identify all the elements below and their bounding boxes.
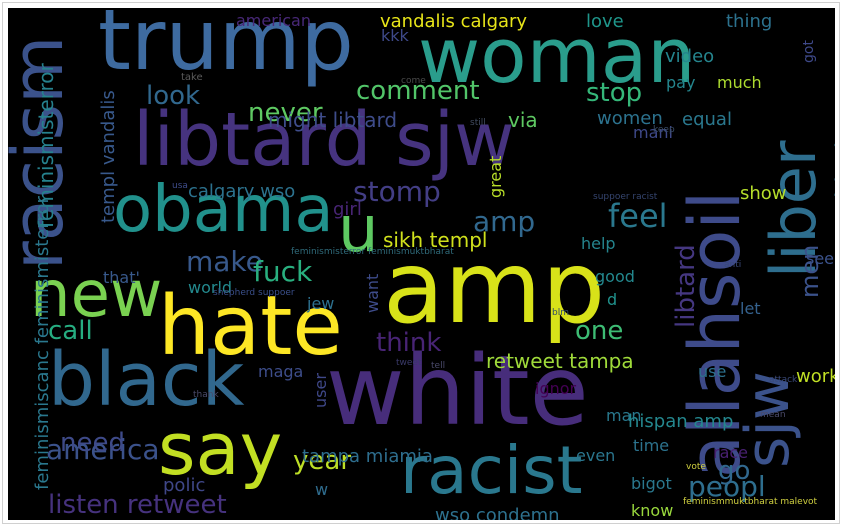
cloud-word: say — [158, 407, 283, 491]
cloud-word: still — [470, 118, 486, 128]
cloud-word: attack — [769, 375, 798, 385]
cloud-word: calgary wso — [188, 181, 296, 202]
cloud-word: vote — [686, 462, 706, 472]
cloud-word: time — [633, 436, 670, 455]
cloud-word: race — [713, 443, 749, 462]
cloud-word: amp — [383, 229, 606, 346]
cloud-word: tweet — [396, 358, 422, 368]
cloud-word: might libtard — [268, 108, 398, 132]
cloud-word: listen retweet — [48, 490, 227, 520]
cloud-word: kkk — [381, 26, 409, 45]
cloud-word: anti — [724, 260, 742, 270]
cloud-word: hispan amp — [628, 411, 734, 432]
cloud-word: make — [186, 245, 263, 278]
cloud-word: via — [508, 108, 538, 132]
cloud-word: stop — [586, 78, 643, 108]
cloud-word: take — [181, 72, 203, 83]
cloud-word: even — [576, 446, 616, 465]
cloud-word: thank — [193, 390, 219, 400]
cloud-word: amp — [473, 205, 536, 238]
cloud-word: usa — [172, 181, 188, 191]
cloud-word: show — [740, 183, 787, 204]
cloud-word: w — [315, 480, 329, 499]
cloud-word: libtard sjw — [133, 97, 515, 183]
cloud-word: video — [665, 46, 715, 67]
cloud-word: black — [48, 337, 245, 423]
cloud-word: feminismiscanc feminismisterror — [32, 196, 53, 490]
cloud-word: ignor — [535, 379, 577, 398]
cloud-word: wso condemn — [435, 505, 560, 521]
cloud-word: love — [586, 11, 624, 32]
cloud-word: obama — [113, 173, 334, 247]
word-cloud: trump woman libtard sjw racism allahsoil libe… — [8, 8, 835, 520]
cloud-word: know — [631, 501, 674, 520]
cloud-word: racist — [400, 432, 583, 509]
cloud-word: think — [376, 328, 442, 358]
cloud-word: pay — [666, 73, 696, 92]
cloud-word: one — [575, 316, 624, 346]
cloud-word: see — [806, 249, 835, 268]
cloud-word: comment — [356, 76, 480, 106]
cloud-word: jew — [307, 294, 335, 313]
cloud-word: stomp — [353, 175, 441, 208]
cloud-word: black amp — [831, 73, 835, 198]
cloud-word: d — [607, 290, 618, 309]
cloud-word: great — [486, 155, 505, 198]
cloud-word: tell — [431, 361, 446, 371]
cloud-word: blm — [552, 308, 569, 318]
cloud-word: girl — [333, 199, 362, 220]
cloud-word: fuck — [253, 255, 313, 288]
cloud-word: tampa miamia — [302, 446, 433, 467]
cloud-word: come — [401, 76, 426, 86]
cloud-word: want — [363, 273, 382, 313]
cloud-word: mani — [633, 123, 673, 142]
cloud-word: man — [606, 406, 642, 425]
cloud-word: sikh templ — [383, 228, 488, 252]
cloud-word: need — [60, 428, 125, 458]
cloud-word: much — [717, 73, 762, 92]
cloud-word: user — [311, 373, 330, 408]
cloud-word: let — [740, 299, 761, 318]
cloud-word: templ vandalis — [98, 90, 119, 223]
cloud-word: feel — [608, 197, 668, 235]
cloud-word: world — [188, 278, 233, 297]
cloud-word: feminismmuktbharat malevot — [683, 497, 818, 507]
cloud-word: help — [581, 234, 616, 253]
cloud-word: never — [248, 98, 323, 128]
cloud-word: white — [326, 335, 589, 447]
cloud-word: that' — [103, 268, 140, 287]
cloud-word: trump — [98, 8, 354, 89]
cloud-word: mean — [760, 410, 786, 420]
cloud-word: women — [597, 108, 663, 129]
cloud-word: u — [338, 193, 379, 267]
cloud-word: retweet tampa — [486, 349, 634, 373]
cloud-word: woman — [418, 11, 696, 100]
cloud-word: bigot — [631, 474, 672, 493]
cloud-word: peopl — [688, 470, 766, 503]
cloud-word: american — [236, 11, 311, 30]
cloud-word: call — [48, 316, 93, 346]
cloud-word: shepherd suppoer — [213, 288, 295, 298]
cloud-word: suppoer racist — [593, 192, 658, 202]
cloud-word: use — [698, 362, 727, 381]
cloud-word: go — [718, 456, 751, 486]
cloud-word: polic — [163, 475, 206, 496]
cloud-word: america — [46, 433, 160, 466]
cloud-word: vandalis calgary — [380, 11, 528, 32]
cloud-word: good — [595, 267, 635, 286]
cloud-word: feminismisterror feminismuktbharat — [291, 247, 454, 257]
cloud-word: got — [801, 40, 817, 63]
cloud-word: equal — [682, 109, 732, 130]
cloud-word: new — [30, 258, 163, 332]
cloud-word: look — [146, 81, 201, 111]
cloud-word: maga — [258, 362, 304, 381]
cloud-word: libtard — [671, 244, 701, 328]
cloud-word: work — [796, 366, 835, 387]
cloud-word: year — [293, 446, 352, 476]
cloud-word: hate — [158, 279, 343, 374]
cloud-word: thing — [726, 11, 773, 32]
cloud-word: keep — [653, 125, 675, 135]
